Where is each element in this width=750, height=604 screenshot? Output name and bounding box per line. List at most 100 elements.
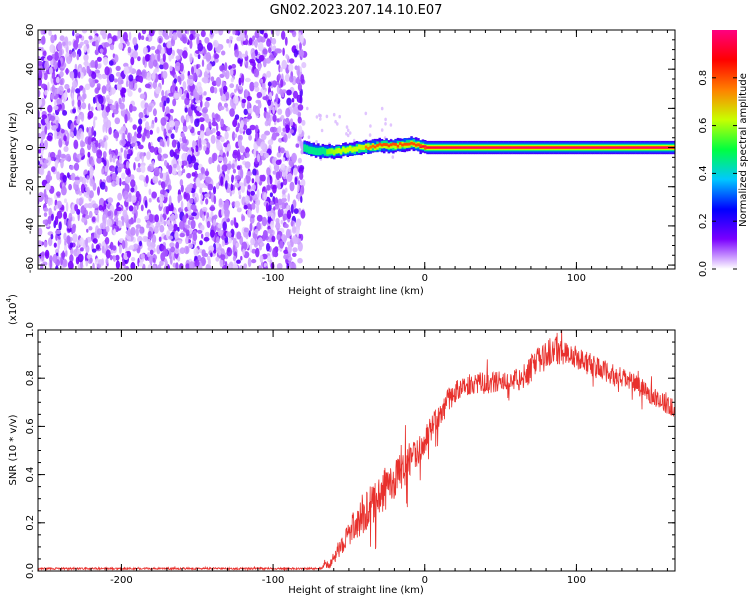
signal-cell	[590, 146, 593, 149]
noise-cell	[85, 260, 89, 267]
noise-cell	[251, 184, 256, 191]
signal-cell	[414, 143, 418, 147]
signal-cell	[501, 146, 504, 149]
noise-cell	[217, 229, 224, 237]
noise-cell	[67, 219, 72, 229]
signal-cell	[378, 142, 381, 146]
noise-cell	[174, 148, 180, 154]
noise-cell	[134, 82, 138, 90]
noise-cell	[220, 254, 226, 261]
noise-cell	[295, 143, 300, 148]
noise-cell	[226, 126, 231, 132]
noise-cell	[180, 132, 185, 138]
noise-cell	[173, 223, 178, 232]
signal-cell	[660, 146, 664, 149]
signal-cell	[439, 146, 443, 149]
noise-cell	[133, 162, 136, 171]
signal-cell	[617, 146, 620, 149]
noise-cell	[53, 242, 57, 248]
noise-cell	[301, 62, 307, 69]
noise-cell	[114, 225, 119, 233]
noise-cell	[262, 81, 266, 91]
noise-cell	[169, 65, 173, 72]
noise-cell	[155, 86, 161, 95]
noise-cell	[334, 119, 337, 124]
noise-cell	[163, 128, 167, 138]
noise-cell	[46, 55, 53, 61]
noise-cell	[283, 254, 289, 260]
noise-cell	[245, 174, 251, 184]
noise-cell	[106, 175, 112, 183]
noise-cell	[282, 127, 287, 132]
noise-cell	[285, 228, 291, 239]
noise-cell	[205, 198, 209, 205]
noise-cell	[345, 125, 349, 129]
noise-cell	[40, 147, 44, 156]
noise-cell	[67, 227, 73, 232]
noise-cell	[247, 115, 252, 120]
signal-cell	[510, 146, 513, 149]
noise-cell	[75, 186, 80, 195]
noise-cell	[41, 251, 45, 257]
noise-cell	[114, 165, 119, 175]
noise-cell	[92, 238, 98, 244]
noise-cell	[216, 141, 223, 151]
noise-cell	[60, 133, 65, 141]
noise-cell	[54, 159, 59, 169]
noise-cell	[179, 179, 184, 187]
noise-cell	[282, 157, 286, 162]
signal-cell	[530, 146, 534, 149]
noise-cell	[114, 208, 118, 216]
noise-cell	[189, 198, 194, 204]
colorbar-ticks: 0.0 0.2 0.4 0.6 0.8	[698, 70, 737, 277]
noise-cell	[43, 159, 49, 164]
noise-cell	[171, 139, 177, 148]
noise-cell	[125, 167, 131, 176]
noise-cell	[176, 48, 180, 54]
signal-cell	[521, 146, 525, 149]
noise-cell	[179, 247, 186, 255]
y-tick-label: 1.0	[25, 322, 36, 338]
noise-cell	[188, 77, 194, 87]
noise-cell	[234, 161, 238, 169]
noise-cell	[204, 101, 210, 108]
noise-cell	[90, 106, 94, 112]
x-tick-label: 0	[422, 273, 428, 284]
noise-cell	[203, 145, 207, 152]
signal-cell	[399, 143, 402, 149]
noise-cell	[255, 204, 260, 214]
noise-cell	[179, 232, 185, 238]
noise-cell	[234, 49, 240, 58]
noise-cell	[232, 168, 236, 174]
noise-cell	[259, 174, 264, 181]
noise-cell	[320, 128, 324, 133]
noise-cell	[98, 204, 103, 211]
noise-cell	[243, 108, 248, 116]
signal-cell	[533, 146, 536, 149]
noise-cell	[240, 53, 246, 58]
noise-cell	[245, 38, 249, 46]
noise-cell	[86, 127, 89, 133]
noise-cell	[72, 30, 75, 37]
noise-cell	[47, 215, 52, 225]
noise-cell	[121, 216, 125, 227]
noise-cell	[38, 227, 43, 237]
noise-cell	[95, 140, 99, 148]
noise-cell	[95, 244, 100, 250]
noise-cell	[222, 221, 227, 231]
noise-cell	[81, 30, 88, 34]
noise-cell	[131, 106, 137, 112]
noise-cell	[241, 98, 247, 104]
noise-cell	[92, 262, 95, 269]
noise-cell	[148, 198, 152, 203]
noise-cell	[87, 136, 92, 145]
noise-cell	[240, 255, 243, 261]
noise-cell	[168, 92, 174, 97]
signal-cell	[364, 145, 368, 153]
noise-cell	[244, 161, 251, 169]
noise-cell	[112, 245, 117, 251]
noise-cell	[260, 133, 267, 141]
noise-cell	[289, 118, 294, 126]
noise-cell	[177, 30, 183, 39]
noise-cell	[150, 46, 156, 50]
